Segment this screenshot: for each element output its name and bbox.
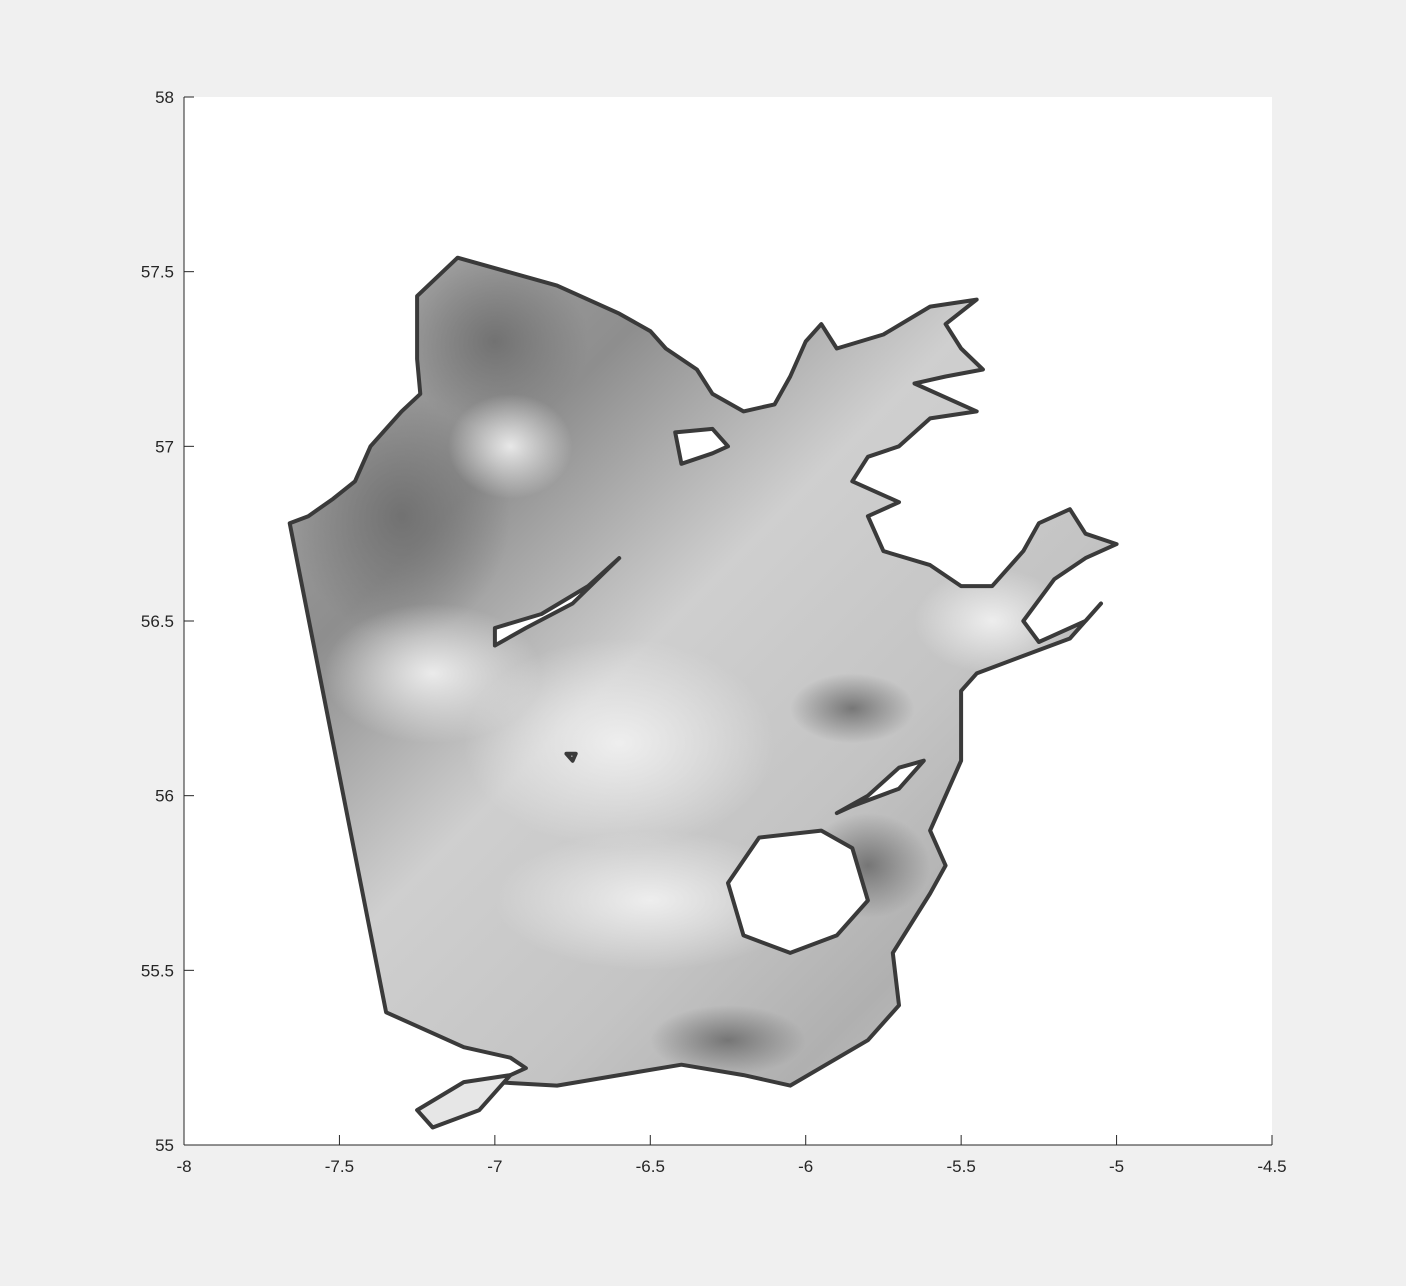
island (834, 758, 926, 816)
x-tick-label: -5.5 (946, 1157, 975, 1176)
islands (492, 426, 926, 955)
x-tick-label: -4.5 (1257, 1157, 1286, 1176)
x-tick-label: -7 (487, 1157, 502, 1176)
x-tick-label: -7.5 (325, 1157, 354, 1176)
y-tick-label: 56 (155, 787, 174, 806)
field-patch (463, 638, 775, 849)
y-tick-label: 57.5 (141, 263, 174, 282)
x-tick-label: -5 (1109, 1157, 1124, 1176)
lough-region (415, 1073, 513, 1130)
island (726, 828, 870, 955)
domain-boundary (287, 255, 1119, 1088)
y-tick-label: 57 (155, 437, 174, 456)
field-patch (494, 830, 806, 971)
x-axis-ticks: -8 -7.5 -7 -6.5 -6 -5.5 -5 -4.5 (176, 1135, 1287, 1176)
x-tick-label: -6.5 (636, 1157, 665, 1176)
y-tick-label: 58 (155, 88, 174, 107)
field-shading (292, 257, 1070, 1076)
field-patch (448, 393, 573, 499)
y-tick-label: 55 (155, 1136, 174, 1155)
island (492, 556, 622, 648)
model-domain (287, 255, 1119, 1130)
field-patch (650, 1005, 806, 1076)
y-tick-label: 56.5 (141, 612, 174, 631)
field-patch (914, 568, 1070, 674)
field-patch (790, 673, 915, 744)
field-patch (401, 257, 589, 429)
y-axis-ticks: 55 55.5 56 56.5 57 57.5 58 (141, 88, 194, 1155)
x-tick-label: -8 (176, 1157, 191, 1176)
island (673, 426, 730, 466)
island (564, 751, 578, 763)
y-tick-label: 55.5 (141, 961, 174, 980)
x-tick-label: -6 (798, 1157, 813, 1176)
